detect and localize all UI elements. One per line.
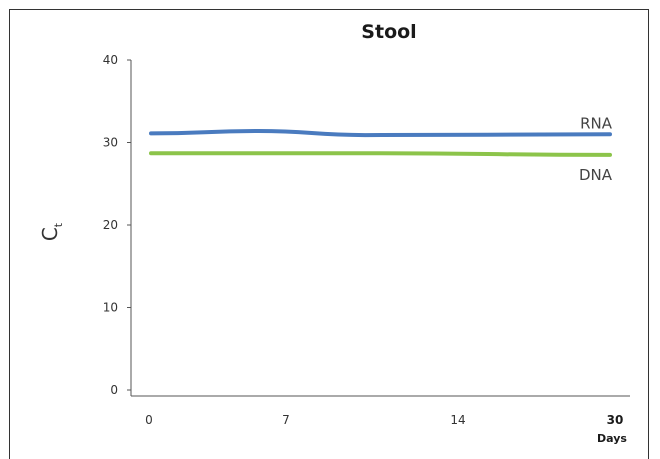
x-tick-label: 30 — [607, 413, 624, 427]
y-tick-label: 40 — [103, 53, 118, 67]
y-tick-label: 20 — [103, 218, 118, 232]
x-axis-label: Days — [597, 432, 627, 445]
series-label-dna: DNA — [579, 166, 613, 184]
y-tick-label: 10 — [103, 301, 118, 315]
chart-title: Stool — [361, 21, 416, 43]
x-tick-label: 14 — [450, 413, 465, 427]
y-tick-label: 30 — [103, 136, 118, 150]
x-tick-label: 0 — [145, 413, 153, 427]
series-line-rna — [149, 128, 612, 138]
series-line-dna — [149, 151, 612, 157]
chart-frame — [9, 9, 649, 459]
series-label-rna: RNA — [580, 114, 613, 132]
x-tick-label: 7 — [282, 413, 290, 427]
y-axis-label: Ct — [38, 222, 65, 241]
y-tick-label: 0 — [110, 383, 118, 397]
